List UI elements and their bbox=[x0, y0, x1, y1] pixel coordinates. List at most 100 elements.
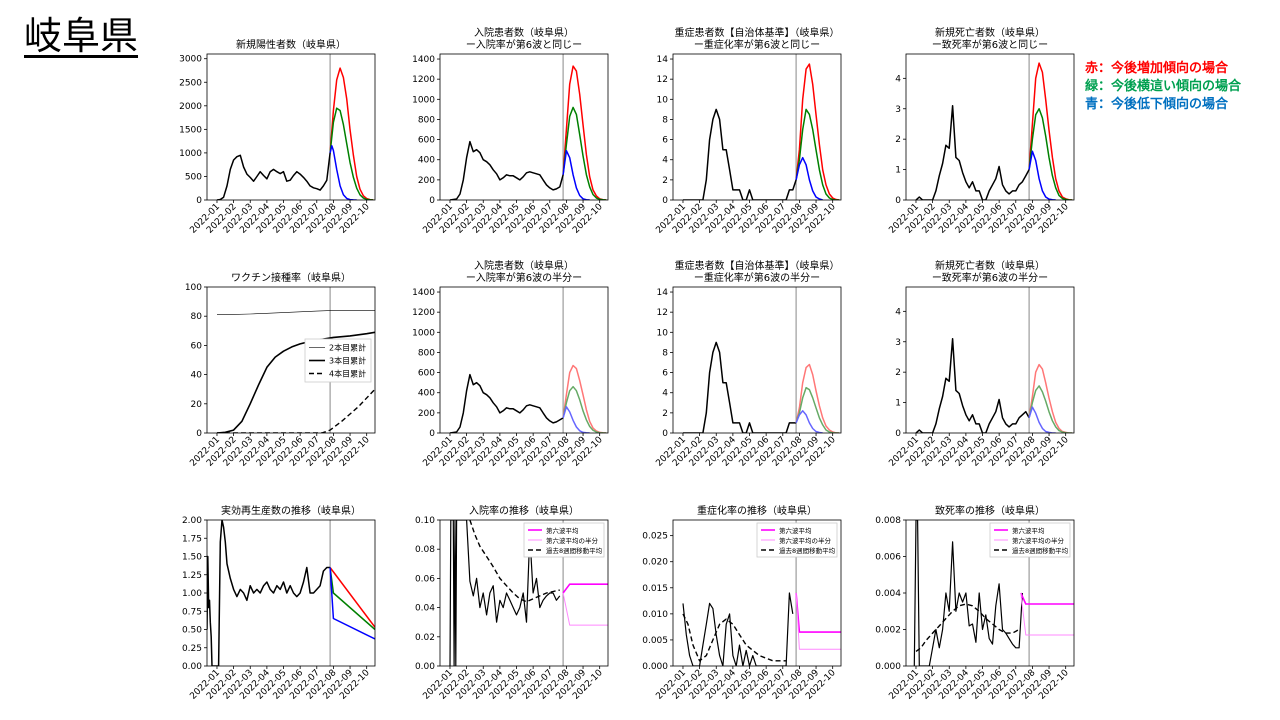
plot-frame bbox=[206, 286, 376, 434]
legend-label: 過去8週間移動平均 bbox=[779, 546, 836, 555]
note-decrease: 青：今後低下傾向の場合 bbox=[1085, 97, 1229, 112]
y-tick-label: 0.00 bbox=[415, 662, 435, 672]
y-tick-label: 10 bbox=[657, 95, 669, 105]
y-tick-label: 3000 bbox=[179, 55, 202, 65]
series-group bbox=[913, 520, 1074, 666]
legend-label: 第六波平均の半分 bbox=[546, 536, 599, 545]
series-line-1 bbox=[469, 520, 560, 603]
legend-label: 第六波平均の半分 bbox=[1012, 536, 1065, 545]
y-tick-label: 4 bbox=[662, 156, 668, 166]
series-line-0 bbox=[913, 520, 1023, 666]
chart-c2: 入院患者数（岐阜県）ー入院率が第6波と同じー 0 200 400 600 800 1000 1… bbox=[412, 26, 609, 236]
y-tick-label: 600 bbox=[418, 136, 435, 146]
legend-label: 2本目累計 bbox=[329, 343, 366, 353]
series-line-1 bbox=[562, 364, 607, 433]
y-tick-label: 1400 bbox=[412, 55, 435, 65]
y-tick-label: 0 bbox=[429, 196, 435, 206]
y-tick-label: 20 bbox=[191, 400, 203, 410]
series-line-1 bbox=[329, 67, 374, 200]
chart-title: 重症患者数【自治体基準】（岐阜県） bbox=[675, 26, 840, 39]
series-line-0 bbox=[449, 373, 564, 433]
y-tick-label: 0.002 bbox=[875, 626, 901, 636]
series-group bbox=[449, 364, 607, 433]
y-tick-label: 100 bbox=[185, 283, 202, 293]
series-group bbox=[683, 341, 840, 433]
series-line-1 bbox=[682, 613, 787, 662]
y-tick-label: 12 bbox=[657, 75, 668, 85]
series-line-1 bbox=[216, 331, 375, 433]
chart-c11: 重症化率の推移（岐阜県） 0.000 0.005 0.010 0.015 0.020 0.0… bbox=[642, 504, 842, 702]
y-tick-label: 600 bbox=[418, 369, 435, 379]
y-tick-label: 0.010 bbox=[642, 610, 668, 620]
y-tick-label: 800 bbox=[418, 115, 435, 125]
y-tick-label: 0.50 bbox=[182, 626, 202, 636]
y-tick-label: 1.00 bbox=[182, 589, 202, 599]
series-group bbox=[915, 62, 1073, 200]
series-group bbox=[683, 63, 840, 200]
y-tick-label: 1 bbox=[895, 166, 901, 176]
y-tick-label: 0.006 bbox=[875, 553, 901, 563]
y-tick-label: 0.000 bbox=[875, 662, 901, 672]
series-group bbox=[216, 310, 375, 433]
chart-c7: 重症患者数【自治体基準】（岐阜県）ー重症化率が第6波の半分ー 0 2 4 6 8 10 12 1… bbox=[654, 259, 842, 469]
y-tick-label: 0.015 bbox=[642, 584, 668, 594]
y-tick-label: 0 bbox=[429, 429, 435, 439]
y-tick-label: 400 bbox=[418, 389, 435, 399]
legend-label: 過去8週間移動平均 bbox=[1012, 546, 1069, 555]
y-tick-label: 0 bbox=[662, 429, 668, 439]
chart-title: 重症患者数【自治体基準】（岐阜県） bbox=[675, 259, 840, 272]
plot-frame bbox=[905, 286, 1075, 434]
y-tick-label: 800 bbox=[418, 348, 435, 358]
chart-c3: 重症患者数【自治体基準】（岐阜県）ー重症化率が第6波と同じー 0 2 4 6 8 10 12 1… bbox=[654, 26, 842, 236]
legend-label: 第六波平均 bbox=[546, 526, 579, 535]
chart-title: 新規陽性者数（岐阜県） bbox=[236, 38, 346, 51]
chart-title: 致死率の推移（岐阜県） bbox=[935, 504, 1045, 517]
y-tick-label: 2 bbox=[895, 368, 901, 378]
series-line-1 bbox=[795, 63, 840, 200]
y-tick-label: 200 bbox=[418, 409, 435, 419]
chart-c9: 実効再生産数の推移（岐阜県） 0.00 0.25 0.50 0.75 1.00 1.25 1.… bbox=[182, 504, 376, 702]
y-tick-label: 0.06 bbox=[415, 574, 435, 584]
y-tick-label: 0.04 bbox=[415, 604, 435, 614]
y-tick-label: 8 bbox=[662, 348, 668, 358]
y-tick-label: 2.00 bbox=[182, 516, 202, 526]
chart-c12: 致死率の推移（岐阜県）0.0000.0020.0040.0060.0082022… bbox=[875, 504, 1075, 702]
series-group bbox=[915, 337, 1073, 433]
series-line-1 bbox=[915, 603, 1020, 652]
chart-c6: 入院患者数（岐阜県）ー入院率が第6波の半分ー 0 200 400 600 800 1000 1… bbox=[412, 259, 609, 469]
y-tick-label: 0 bbox=[895, 429, 901, 439]
y-tick-label: 1.75 bbox=[182, 534, 202, 544]
series-group bbox=[216, 67, 374, 200]
plot-frame bbox=[672, 286, 842, 434]
series-line-0 bbox=[216, 310, 375, 315]
legend-label: 過去8週間移動平均 bbox=[546, 546, 603, 555]
y-tick-label: 0.020 bbox=[642, 558, 668, 568]
y-tick-label: 0.025 bbox=[642, 532, 668, 542]
y-tick-label: 4 bbox=[662, 389, 668, 399]
y-tick-label: 1500 bbox=[179, 125, 202, 135]
y-tick-label: 1000 bbox=[412, 328, 435, 338]
series-line-0 bbox=[683, 108, 797, 200]
note-increase: 赤：今後増加傾向の場合 bbox=[1085, 61, 1229, 76]
series-line-2 bbox=[1028, 385, 1073, 433]
series-line-2 bbox=[562, 385, 607, 433]
y-tick-label: 3 bbox=[895, 105, 901, 115]
y-tick-label: 1000 bbox=[412, 95, 435, 105]
page-title: 岐阜県 bbox=[24, 14, 139, 58]
y-tick-label: 0.004 bbox=[875, 589, 901, 599]
plot-frame bbox=[439, 286, 609, 434]
y-tick-label: 6 bbox=[662, 369, 668, 379]
series-line-2 bbox=[217, 388, 375, 433]
y-tick-label: 0.00 bbox=[182, 662, 202, 672]
chart-title: 新規死亡者数（岐阜県） bbox=[935, 259, 1045, 272]
series-line-0 bbox=[682, 592, 794, 666]
chart-title: 実効再生産数の推移（岐阜県） bbox=[221, 504, 361, 517]
note-flat: 緑：今後横這い傾向の場合 bbox=[1085, 79, 1242, 94]
y-tick-label: 4 bbox=[895, 307, 901, 317]
y-tick-label: 0.02 bbox=[415, 633, 435, 643]
series-line-2 bbox=[562, 106, 607, 200]
chart-title: 入院率の推移（岐阜県） bbox=[469, 504, 579, 517]
y-tick-label: 3 bbox=[895, 338, 901, 348]
chart-c10: 入院率の推移（岐阜県）0.000.020.040.060.080.102022-… bbox=[415, 504, 609, 702]
